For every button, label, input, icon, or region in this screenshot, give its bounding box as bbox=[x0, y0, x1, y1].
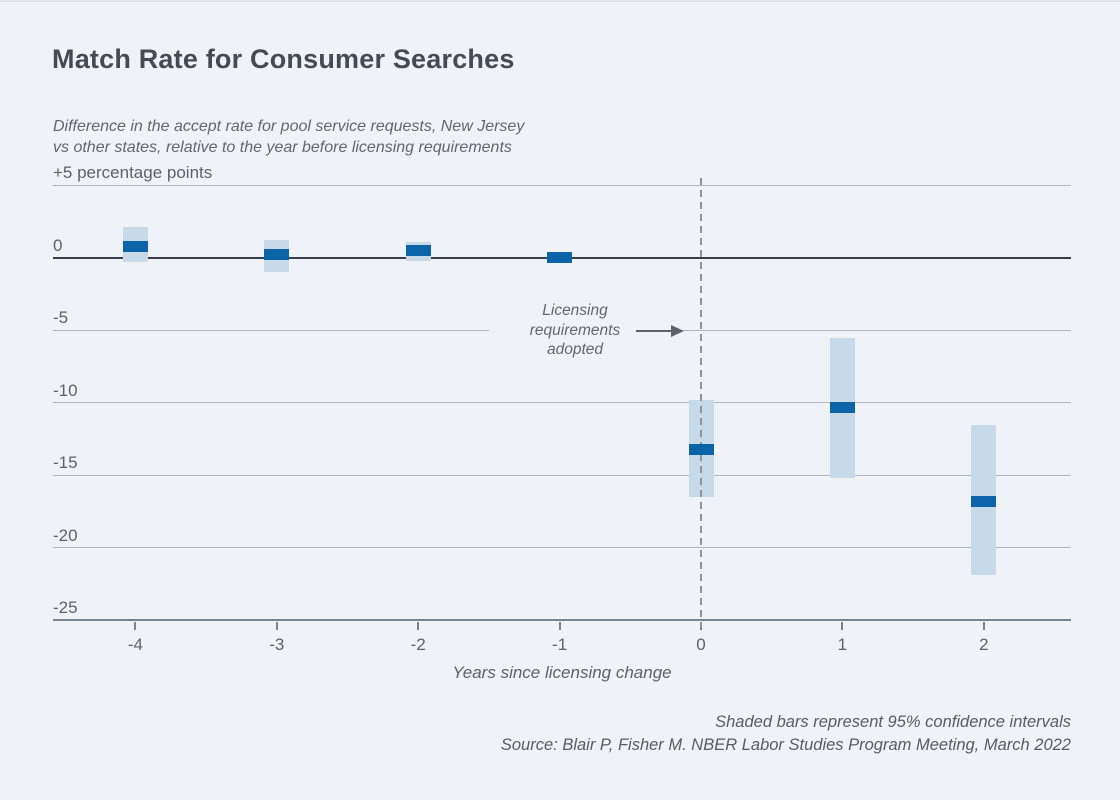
gridline-y--15 bbox=[53, 474, 1071, 476]
gridline-y--25 bbox=[53, 619, 1071, 622]
x-tick-label-year-1: 1 bbox=[837, 635, 848, 655]
x-tick-label-year--3: -3 bbox=[269, 635, 285, 655]
licensing-adoption-reference-line bbox=[700, 178, 702, 627]
chart-title: Match Rate for Consumer Searches bbox=[52, 44, 515, 74]
x-tick-year--4 bbox=[134, 622, 137, 631]
gridline-y--20 bbox=[53, 547, 1071, 549]
y-tick-label--5: -5 bbox=[53, 308, 69, 328]
right-arrow-icon bbox=[636, 330, 672, 332]
x-tick-year--3 bbox=[275, 622, 278, 631]
point-estimate-year-1 bbox=[829, 401, 855, 413]
x-tick-label-year--2: -2 bbox=[410, 635, 426, 655]
x-tick-year-1 bbox=[841, 622, 844, 631]
x-tick-label-year-2: 2 bbox=[979, 635, 989, 655]
point-estimate-year--2 bbox=[405, 245, 431, 257]
chart-subtitle-line-2: vs other states, relative to the year be… bbox=[53, 139, 512, 156]
y-tick-label--25: -25 bbox=[53, 598, 78, 618]
y-tick-label--15: -15 bbox=[53, 453, 78, 473]
chart-footnotes: Shaded bars represent 95% confidence int… bbox=[0, 711, 1071, 756]
point-estimate-year-2 bbox=[971, 495, 997, 507]
point-estimate-year--4 bbox=[122, 240, 148, 252]
confidence-interval-note: Shaded bars represent 95% confidence int… bbox=[715, 713, 1071, 731]
x-tick-year-2 bbox=[982, 622, 985, 631]
x-tick-year--2 bbox=[417, 622, 420, 631]
annotation-line-1: Licensing bbox=[542, 302, 608, 319]
x-tick-label-year-0: 0 bbox=[696, 635, 706, 655]
gridline-y--10 bbox=[53, 402, 1071, 404]
annotation-line-2: requirements bbox=[529, 321, 621, 339]
y-tick-label--20: -20 bbox=[53, 525, 78, 545]
source-note: Source: Blair P, Fisher M. NBER Labor St… bbox=[500, 735, 1071, 754]
point-estimate-year--1 bbox=[547, 252, 573, 264]
point-estimate-year-0 bbox=[688, 443, 714, 455]
gridline-y-5 bbox=[53, 184, 1071, 186]
right-arrow-head-icon bbox=[671, 325, 684, 337]
point-estimate-year--3 bbox=[264, 249, 290, 261]
annotation-line-3: adopted bbox=[546, 341, 604, 358]
x-tick-year--1 bbox=[558, 622, 561, 631]
reference-line-annotation: Licensing requirements adopted bbox=[489, 300, 661, 362]
y-tick-label-5: +5 percentage points bbox=[53, 163, 213, 183]
x-axis-title: Years since licensing change bbox=[452, 663, 672, 682]
y-tick-label-0: 0 bbox=[53, 235, 63, 255]
chart-subtitle-line-1: Difference in the accept rate for pool s… bbox=[53, 118, 525, 135]
x-tick-label-year--1: -1 bbox=[552, 635, 568, 655]
y-tick-label--10: -10 bbox=[53, 380, 78, 400]
chart-subtitle: Difference in the accept rate for pool s… bbox=[53, 116, 524, 158]
x-tick-label-year--4: -4 bbox=[127, 635, 143, 655]
